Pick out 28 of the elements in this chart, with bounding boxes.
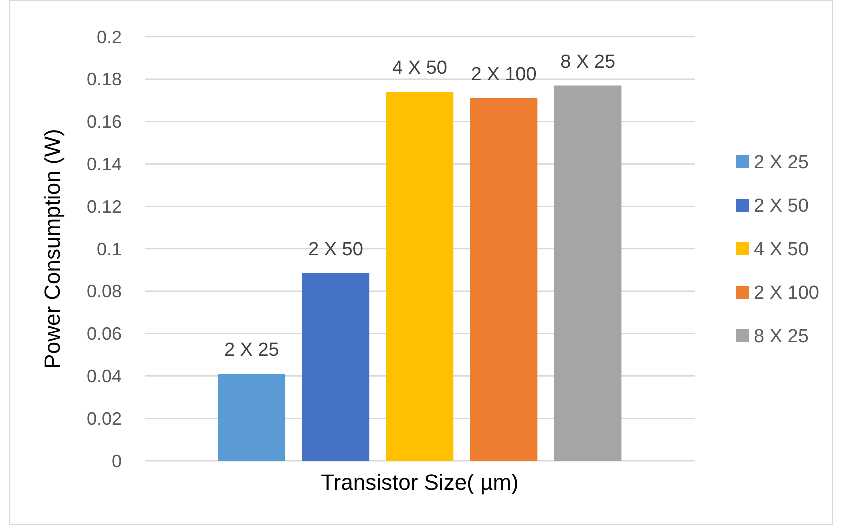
text: 2 X 100 (471, 64, 537, 86)
y-axis-title: Power Consumption (W) (40, 129, 65, 369)
legend-label: 8 X 25 (754, 326, 809, 348)
y-tick-label: 0.02 (86, 408, 122, 429)
y-tick-label: 0.08 (86, 282, 122, 302)
legend-label: 2 X 50 (754, 196, 809, 218)
legend-label: 2 X 100 (754, 283, 820, 304)
legend-label: 2 X 25 (754, 152, 809, 174)
bar (302, 273, 370, 461)
y-tick-label: 0.12 (86, 196, 122, 217)
text: 2 X 25 (224, 340, 280, 362)
bar (470, 98, 538, 461)
y-tick-label: 0 (112, 451, 122, 472)
y-tick-label: 0.16 (86, 112, 122, 132)
text: 4 X 50 (392, 58, 448, 80)
y-tick-label: 0.2 (96, 27, 122, 48)
text: 2 X 50 (308, 239, 364, 260)
x-axis-title: Transistor Size( µm) (321, 470, 519, 495)
bar (554, 86, 622, 461)
y-tick-label: 0.14 (86, 154, 122, 174)
y-tick-label: 0.04 (86, 366, 122, 386)
y-tick-label: 0.1 (96, 239, 122, 260)
bar (386, 92, 454, 461)
legend-label: 4 X 50 (754, 240, 809, 261)
y-tick-label: 0.18 (86, 70, 122, 90)
y-tick-label: 0.06 (86, 324, 122, 344)
bar (218, 374, 286, 461)
text: 8 X 25 (560, 52, 616, 73)
